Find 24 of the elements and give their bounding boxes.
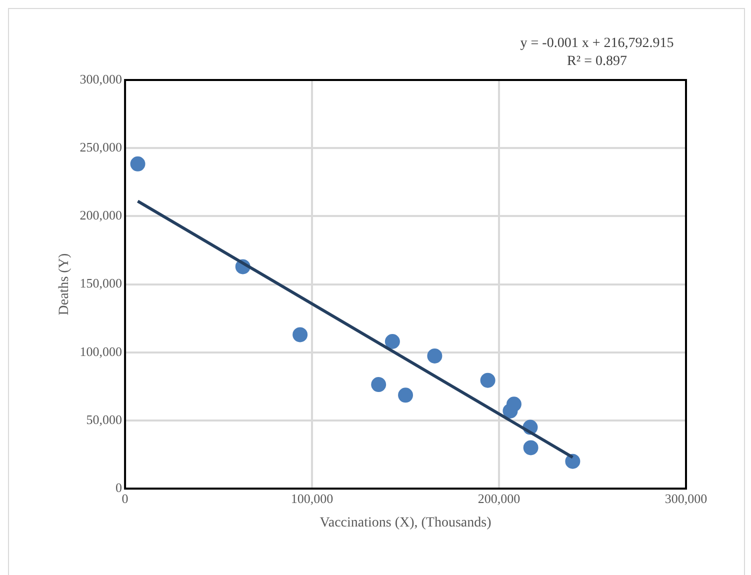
y-tick-label: 150,000: [80, 276, 122, 291]
point: [565, 454, 580, 469]
text: y = -0.001 x + 216,792.915: [520, 36, 674, 51]
x-tick-label: 200,000: [478, 490, 520, 506]
y-tick-label: 50,000: [86, 412, 122, 427]
x-axis-title: Vaccinations (X), (Thousands): [320, 515, 492, 530]
y-tick-label: 250,000: [80, 140, 122, 155]
y-axis-title: Deaths (Y): [57, 253, 72, 316]
point: [371, 377, 386, 392]
point: [384, 334, 400, 350]
y-tick-label: 200,000: [80, 208, 122, 223]
point: [398, 388, 414, 403]
x-tick-label: 100,000: [290, 490, 334, 506]
point: [506, 396, 522, 412]
y-tick-label: 0: [116, 480, 122, 496]
point: [480, 372, 496, 388]
point: [523, 440, 538, 456]
point: [427, 348, 442, 364]
y-tick-label: 300,000: [80, 71, 122, 86]
x-tick-label: 300,000: [664, 490, 708, 506]
point: [292, 327, 308, 342]
y-tick-label: 100,000: [80, 344, 122, 359]
text: R² = 0.897: [567, 54, 627, 69]
point: [130, 156, 146, 172]
